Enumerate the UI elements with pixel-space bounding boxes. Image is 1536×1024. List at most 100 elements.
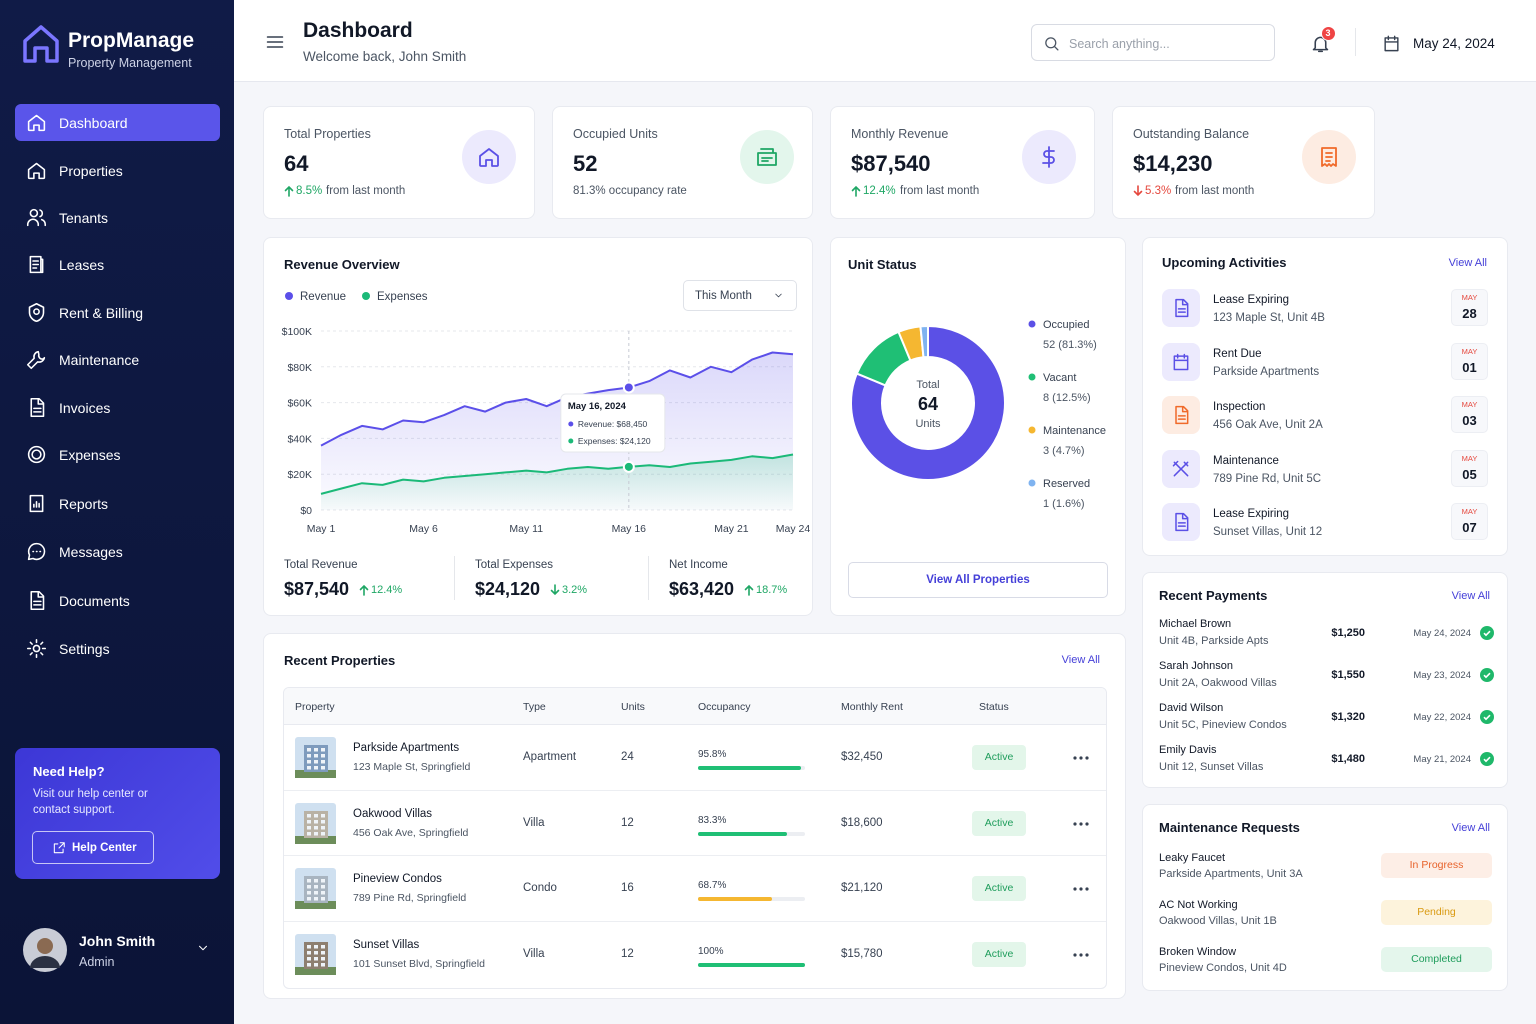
y-tick-label: $60K (287, 398, 312, 410)
row-actions[interactable] (1073, 952, 1089, 958)
view-all-link[interactable]: View All (1451, 590, 1490, 602)
activity-month: MAY (1461, 507, 1478, 516)
icon-path (27, 162, 46, 180)
thumb-window (314, 956, 318, 960)
brand-tagline: Property Management (68, 56, 192, 70)
hover-point (622, 381, 635, 394)
y-tick-label: $80K (287, 362, 312, 374)
user-name: John Smith (79, 933, 156, 949)
nav-item[interactable]: Invoices (15, 389, 220, 426)
search-icon (1045, 37, 1059, 51)
notification-badge: 3 (1321, 26, 1336, 41)
summary-label: Total Revenue (284, 559, 358, 571)
page-title: Dashboard (303, 19, 413, 42)
nav-item[interactable]: Documents (15, 582, 220, 619)
card-title: Recent Properties (284, 653, 396, 668)
thumb-window (321, 879, 325, 883)
payment-date: May 21, 2024 (1413, 754, 1471, 765)
thumb-window (321, 813, 325, 817)
search-box[interactable]: Search anything... (1031, 24, 1275, 61)
property-type: Apartment (523, 751, 577, 763)
thumb-window (314, 879, 318, 883)
summary-change: 12.4% (371, 584, 403, 596)
icon-path (266, 36, 284, 48)
icon-path (26, 208, 47, 227)
activity-icon (1162, 449, 1200, 488)
trend-arrow (1133, 185, 1143, 197)
thumb-window (321, 766, 325, 770)
column-header: Type (523, 701, 546, 713)
nav-item[interactable]: Tenants (15, 199, 220, 236)
thumb-window (321, 825, 325, 829)
nav-label: Dashboard (59, 115, 128, 131)
column-header: Occupancy (698, 701, 751, 713)
nav-item[interactable]: Dashboard (15, 104, 220, 141)
legend-value: 3 (4.7%) (1043, 445, 1085, 457)
thumb-window (314, 819, 318, 823)
period-label: This Month (695, 290, 752, 302)
view-all-link[interactable]: View All (1448, 257, 1487, 269)
property-thumbnail (295, 933, 336, 975)
arrow-path (1133, 185, 1143, 197)
donut-slice (850, 324, 1006, 481)
nav-item[interactable]: Maintenance (15, 341, 220, 378)
thumb-window (321, 950, 325, 954)
activity-icon (1162, 342, 1200, 381)
column-header: Status (979, 701, 1009, 713)
nav-item[interactable]: Messages (15, 533, 220, 570)
thumb-window (307, 754, 311, 758)
summary-value: $24,120 (475, 579, 541, 599)
payment-date: May 22, 2024 (1413, 712, 1471, 723)
row-actions[interactable] (1073, 886, 1089, 892)
kpi-card: Occupied Units 52 81.3% occupancy rate (552, 106, 813, 219)
icon-path (1175, 512, 1189, 532)
tooltip-line: Expenses: $24,120 (578, 436, 651, 446)
request-location: Parkside Apartments, Unit 3A (1159, 868, 1303, 880)
nav-item[interactable]: Leases (15, 246, 220, 283)
sidebar: PropManage Property Management Dashboard Pr… (0, 0, 234, 1024)
property-type: Villa (523, 816, 545, 829)
period-dropdown[interactable]: This Month (683, 280, 797, 311)
thumb-window (321, 819, 325, 823)
kpi-change: 5.3% (1145, 185, 1172, 197)
help-text: Visit our help center or contact support… (33, 788, 148, 816)
nav-item[interactable]: Expenses (15, 436, 220, 473)
nav-item[interactable]: Settings (15, 630, 220, 667)
nav-label: Rent & Billing (59, 305, 144, 321)
calendar-icon (1384, 35, 1399, 52)
thumb-window (321, 760, 325, 764)
action-dot (1073, 821, 1077, 826)
status-badge: Active (972, 876, 1026, 901)
thumb-window (321, 897, 325, 901)
thumb-window (314, 766, 318, 770)
payer-unit: Unit 12, Sunset Villas (1159, 761, 1264, 773)
summary-value: $63,420 (669, 579, 735, 599)
nav-item[interactable]: Properties (15, 152, 220, 189)
nav-label: Reports (59, 496, 109, 512)
tooltip-marker (568, 438, 574, 444)
nav-label: Settings (59, 641, 110, 657)
view-all-link[interactable]: View All (1061, 654, 1100, 666)
activity-day: 03 (1462, 413, 1477, 428)
legend-marker (1028, 426, 1036, 434)
kpi-icon-glyph (479, 148, 499, 167)
icon-path (26, 638, 47, 659)
recent-properties-card: Recent Properties View All Property Type Uni… (263, 633, 1126, 999)
row-actions[interactable] (1073, 755, 1089, 761)
y-tick-label: $100K (282, 326, 312, 338)
payment-amount: $1,480 (1331, 753, 1365, 765)
nav-item[interactable]: Reports (15, 485, 220, 522)
view-all-properties-button[interactable]: View All Properties (848, 562, 1108, 598)
view-all-link[interactable]: View All (1451, 822, 1490, 834)
activity-day: 07 (1462, 520, 1477, 535)
icon-path (30, 397, 45, 418)
activity-subtitle: Sunset Villas, Unit 12 (1213, 526, 1323, 538)
user-role: Admin (79, 955, 115, 969)
kpi-label: Monthly Revenue (851, 127, 949, 141)
row-actions[interactable] (1073, 821, 1089, 827)
nav-item[interactable]: Rent & Billing (15, 294, 220, 331)
payment-date: May 23, 2024 (1413, 670, 1471, 681)
help-button[interactable]: Help Center (32, 831, 154, 864)
arrow-path (744, 584, 754, 596)
occupancy-bar (698, 766, 801, 770)
